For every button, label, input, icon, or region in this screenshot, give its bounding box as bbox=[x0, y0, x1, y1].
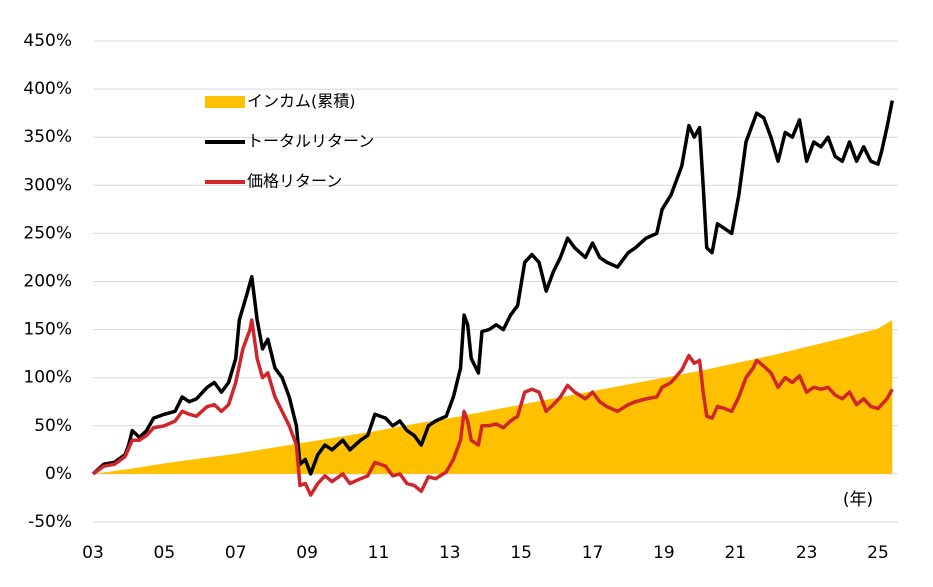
y-tick-label: 400% bbox=[23, 79, 72, 99]
x-tick-label: 13 bbox=[439, 543, 461, 563]
line bbox=[91, 100, 894, 476]
legend-label: トータルリターン bbox=[247, 132, 374, 151]
x-tick-label: 09 bbox=[296, 543, 318, 563]
line bbox=[91, 318, 894, 497]
y-tick-label: 100% bbox=[23, 368, 72, 388]
y-tick-label: -50% bbox=[28, 512, 72, 532]
y-tick-label: 450% bbox=[23, 31, 72, 51]
x-tick-label: 07 bbox=[225, 543, 247, 563]
y-tick-label: 350% bbox=[23, 127, 72, 147]
legend-label: 価格リターン bbox=[247, 172, 342, 191]
x-tick-label: 23 bbox=[796, 543, 818, 563]
y-tick-label: 250% bbox=[23, 223, 72, 243]
x-tick-label: 15 bbox=[510, 543, 532, 563]
y-tick-label: 150% bbox=[23, 320, 72, 340]
x-tick-label: 03 bbox=[82, 543, 104, 563]
x-unit-label: (年) bbox=[843, 490, 873, 510]
y-tick-label: 300% bbox=[23, 175, 72, 195]
x-tick-label: 19 bbox=[653, 543, 675, 563]
legend-swatch bbox=[205, 96, 245, 108]
x-tick-label: 11 bbox=[368, 543, 390, 563]
x-tick-label: 05 bbox=[154, 543, 176, 563]
legend-label: インカム(累積) bbox=[247, 92, 356, 111]
y-tick-label: 200% bbox=[23, 272, 72, 292]
x-tick-label: 25 bbox=[867, 543, 889, 563]
y-tick-label: 50% bbox=[34, 416, 72, 436]
y-tick-label: 0% bbox=[45, 464, 72, 484]
x-tick-label: 21 bbox=[724, 543, 746, 563]
area bbox=[93, 319, 893, 474]
x-tick-label: 17 bbox=[582, 543, 604, 563]
